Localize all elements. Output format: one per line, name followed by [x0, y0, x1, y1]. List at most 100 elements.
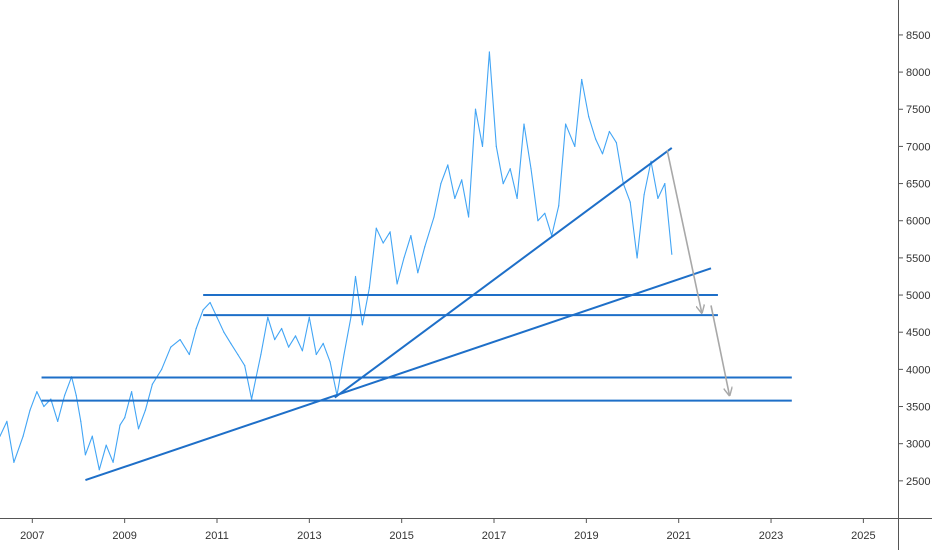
price-point	[244, 365, 246, 367]
price-point	[124, 417, 126, 419]
price-point	[91, 435, 93, 437]
trendline	[85, 267, 712, 482]
x-tick-label: 2011	[205, 530, 229, 542]
price-point	[64, 394, 66, 396]
price-point	[112, 461, 114, 463]
price-point	[440, 183, 442, 185]
price-point	[544, 212, 546, 214]
price-series-line	[0, 51, 673, 471]
price-point	[636, 257, 638, 259]
price-point	[0, 435, 1, 437]
price-point	[322, 342, 324, 344]
price-point	[650, 160, 652, 162]
price-point	[343, 353, 345, 356]
price-point	[151, 383, 153, 385]
price-point	[523, 123, 525, 125]
price-point	[216, 316, 218, 318]
y-tick-label: 3500	[906, 402, 930, 414]
price-point	[329, 361, 331, 363]
price-point	[350, 316, 352, 318]
plot-area	[0, 51, 792, 482]
price-point	[474, 108, 477, 110]
price-point	[382, 242, 384, 244]
price-point	[13, 461, 15, 463]
price-point	[410, 235, 412, 237]
price-point	[170, 346, 172, 348]
price-point	[315, 353, 317, 356]
price-point	[267, 316, 269, 318]
price-point	[433, 216, 435, 218]
price-point	[179, 339, 181, 341]
price-point	[502, 183, 504, 185]
y-tick-label: 4500	[906, 327, 930, 339]
x-tick-label: 2023	[759, 530, 783, 542]
price-point	[29, 409, 31, 411]
price-point	[230, 342, 232, 344]
price-point	[530, 168, 532, 170]
price-point	[424, 246, 426, 248]
y-tick-label: 6000	[906, 216, 930, 228]
price-point	[361, 324, 363, 326]
price-point	[389, 231, 391, 233]
projection-arrow	[710, 305, 729, 395]
price-point	[354, 275, 357, 278]
price-point	[403, 257, 405, 259]
price-point	[43, 405, 45, 408]
price-point	[375, 227, 377, 229]
y-tick-label: 8500	[906, 30, 930, 42]
x-tick-label: 2025	[851, 530, 875, 542]
price-point	[447, 164, 449, 166]
price-point	[643, 194, 645, 196]
price-point	[671, 253, 673, 255]
price-point	[488, 51, 490, 53]
price-point	[98, 469, 100, 471]
price-point	[468, 216, 470, 218]
price-point	[131, 391, 133, 393]
price-point	[288, 346, 290, 348]
x-tick-label: 2007	[20, 530, 44, 542]
projection-arrow	[666, 149, 702, 313]
price-point	[202, 309, 204, 311]
price-point	[22, 435, 24, 437]
price-point	[260, 353, 262, 356]
price-point	[223, 331, 225, 333]
price-point	[36, 391, 38, 393]
price-point	[237, 353, 239, 356]
price-point	[105, 444, 107, 446]
trendline	[334, 147, 673, 399]
price-point	[137, 428, 140, 430]
price-point	[516, 197, 518, 199]
price-point	[75, 394, 77, 396]
y-tick-label: 5500	[906, 253, 930, 265]
price-point	[50, 398, 52, 400]
price-point	[461, 179, 463, 181]
y-tick-label: 7000	[906, 141, 930, 153]
x-tick-label: 2013	[297, 530, 321, 542]
y-tick-label: 5000	[906, 290, 930, 302]
price-point	[495, 145, 497, 147]
y-tick-label: 6500	[906, 179, 930, 191]
price-point	[368, 287, 370, 289]
price-point	[57, 420, 59, 422]
price-point	[195, 327, 197, 330]
price-point	[144, 409, 146, 411]
x-tick-label: 2019	[574, 530, 598, 542]
x-tick-label: 2021	[666, 530, 690, 542]
price-point	[188, 353, 190, 356]
price-point	[454, 197, 456, 199]
price-point	[209, 301, 211, 304]
price-point	[396, 283, 398, 285]
price-point	[581, 78, 583, 81]
price-point	[281, 327, 283, 330]
price-point	[574, 145, 576, 147]
price-point	[301, 350, 303, 352]
y-tick-label: 7500	[906, 104, 930, 116]
price-point	[80, 420, 82, 422]
price-point	[629, 201, 631, 203]
price-point	[657, 197, 659, 199]
price-point	[84, 454, 86, 456]
price-point	[294, 335, 297, 337]
price-point	[481, 145, 484, 147]
